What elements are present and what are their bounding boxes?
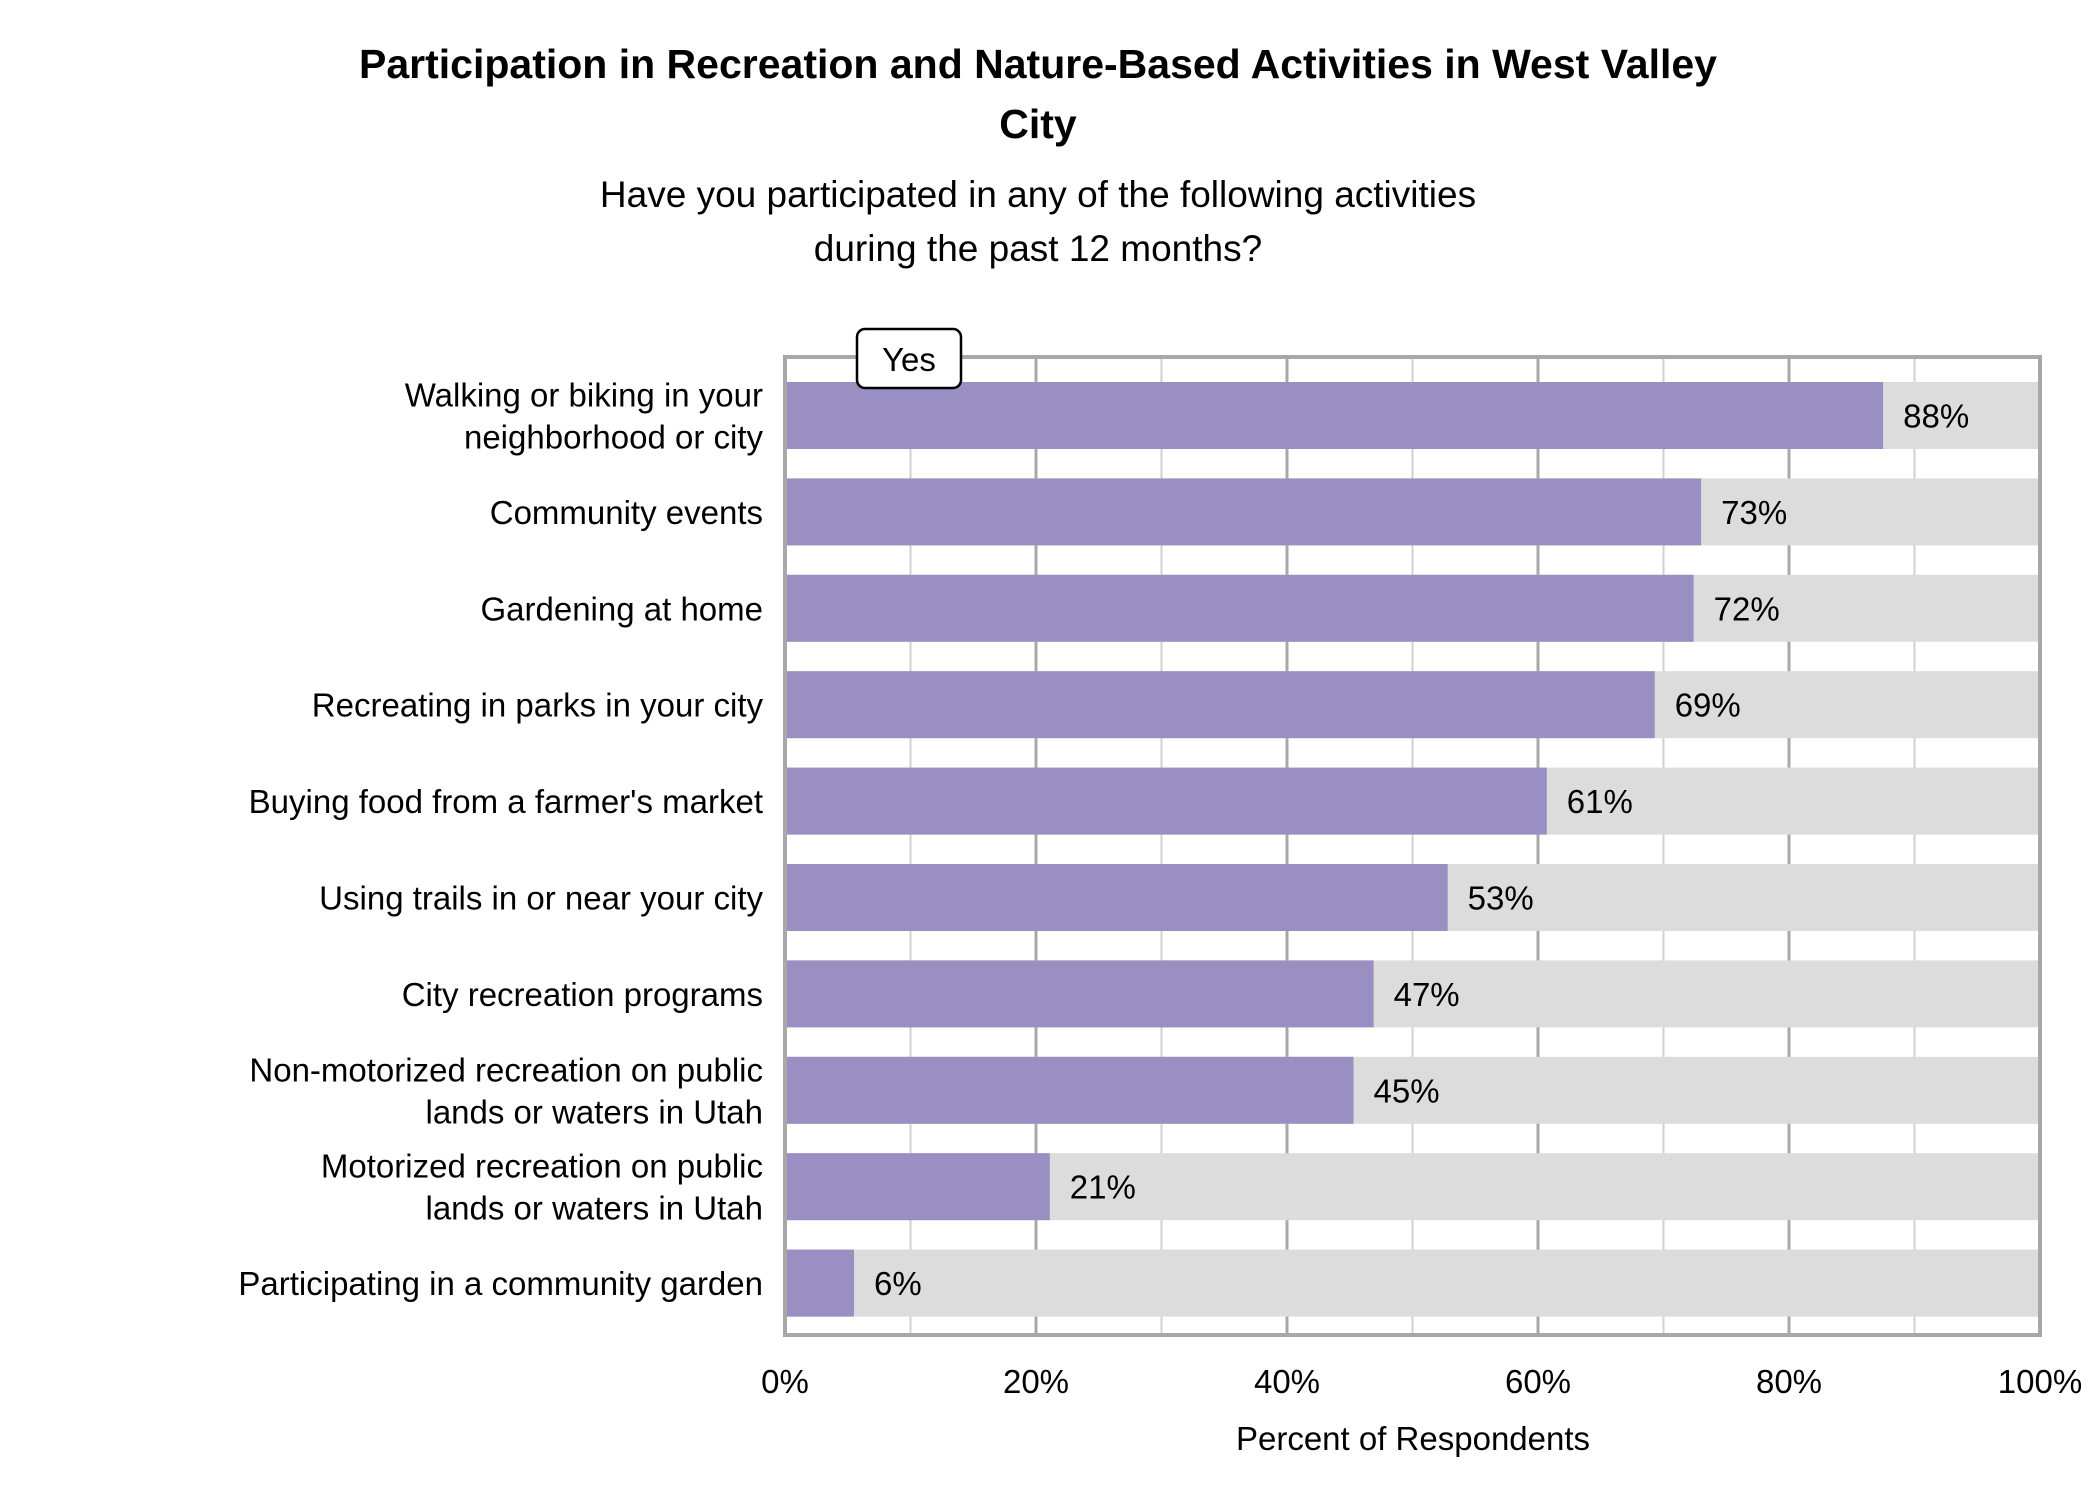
bar-remainder xyxy=(785,1249,2040,1317)
data-label: 45% xyxy=(1374,1072,1440,1109)
category-label: lands or waters in Utah xyxy=(426,1190,764,1227)
category-label: Recreating in parks in your city xyxy=(312,687,764,724)
bar-yes xyxy=(785,1056,1354,1124)
bar-yes xyxy=(785,671,1655,739)
chart-title-line-1: Participation in Recreation and Nature-B… xyxy=(359,41,1717,87)
chart-title-line-2: City xyxy=(999,101,1077,147)
bar-yes xyxy=(785,864,1448,931)
x-tick-label: 60% xyxy=(1505,1363,1571,1400)
bar-yes xyxy=(785,1153,1050,1221)
chart-subtitle-line-1: Have you participated in any of the foll… xyxy=(600,174,1476,215)
category-label: neighborhood or city xyxy=(464,419,764,456)
bar-yes xyxy=(785,767,1547,835)
category-labels: Walking or biking in your neighborhood or… xyxy=(238,377,763,1303)
category-label: City recreation programs xyxy=(402,976,763,1013)
legend: Yes xyxy=(855,327,963,390)
x-tick-label: 0% xyxy=(761,1363,809,1400)
data-label: 88% xyxy=(1903,398,1969,435)
data-label: 53% xyxy=(1468,880,1534,917)
x-tick-labels: 0% 20% 40% 60% 80% 100% xyxy=(761,1363,2082,1400)
category-label: Using trails in or near your city xyxy=(319,880,763,917)
data-label: 47% xyxy=(1394,976,1460,1013)
x-tick-label: 20% xyxy=(1003,1363,1069,1400)
x-axis-title: Percent of Respondents xyxy=(1236,1420,1590,1457)
bar-yes xyxy=(785,478,1702,546)
legend-box xyxy=(855,327,963,390)
category-label: Community events xyxy=(490,494,763,531)
category-label: Motorized recreation on public xyxy=(321,1148,763,1185)
x-tick-label: 40% xyxy=(1254,1363,1320,1400)
data-label: 6% xyxy=(874,1265,922,1302)
category-label: Non-motorized recreation on public xyxy=(249,1051,763,1088)
category-label: Participating in a community garden xyxy=(238,1265,763,1302)
category-label: Walking or biking in your xyxy=(405,377,763,414)
category-label: Buying food from a farmer's market xyxy=(249,783,763,820)
data-label: 61% xyxy=(1567,783,1633,820)
data-label: 73% xyxy=(1721,494,1787,531)
bar-yes xyxy=(785,382,1884,449)
bar-yes xyxy=(785,574,1694,642)
data-label: 72% xyxy=(1714,590,1780,627)
x-tick-label: 100% xyxy=(1998,1363,2082,1400)
bars: 88% 73% 72% 69% 61% 53% 47% 45% 21% 6% xyxy=(785,382,2040,1317)
legend-entry-yes: Yes xyxy=(882,341,936,378)
bar-yes xyxy=(785,1249,855,1317)
category-label: lands or waters in Utah xyxy=(426,1093,764,1130)
x-tick-label: 80% xyxy=(1756,1363,1822,1400)
data-label: 69% xyxy=(1675,687,1741,724)
category-label: Gardening at home xyxy=(480,590,763,627)
bar-yes xyxy=(785,960,1374,1028)
data-label: 21% xyxy=(1070,1169,1136,1206)
plot-frame xyxy=(783,355,2042,1337)
chart-subtitle-line-2: during the past 12 months? xyxy=(814,228,1262,269)
